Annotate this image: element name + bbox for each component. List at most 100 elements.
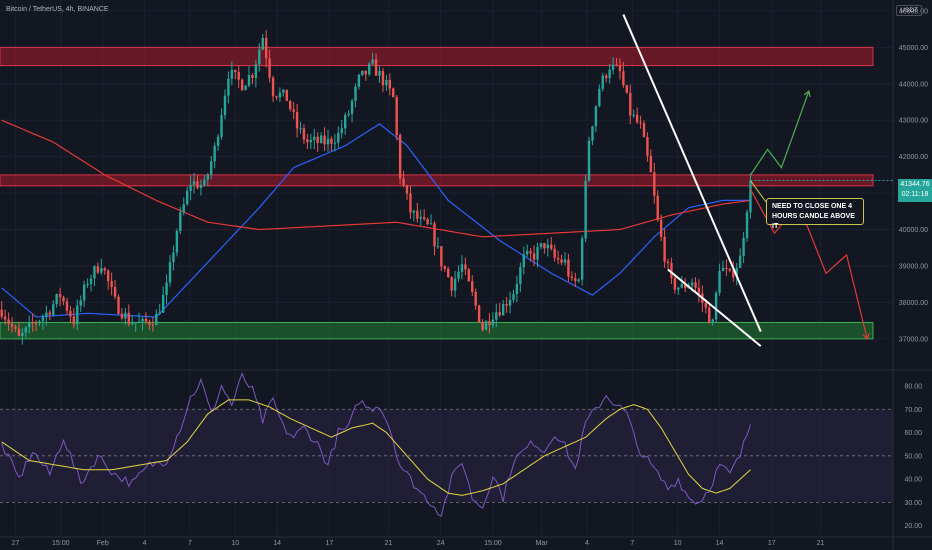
candle-body [289,100,292,110]
candle-body [137,321,141,323]
candle-body [161,294,165,313]
candle-body [659,219,663,237]
candle-body [10,323,14,327]
candle-body [206,174,209,180]
candle-body [268,58,271,78]
candle-body [553,248,556,258]
candle-body [429,223,433,225]
candle-body [457,271,460,279]
last-price-tag: 41344.76 02:11:18 [898,179,932,202]
time-tick-label: 24 [437,540,445,547]
candle-body [646,137,649,156]
time-tick-label: 4 [585,540,589,547]
candle-body [93,266,96,279]
candle-body [158,312,161,315]
candle-body [223,95,227,116]
candle-body [477,305,481,323]
rsi-line [1,372,751,517]
time-tick-label: 21 [817,540,825,547]
candle-body [718,270,721,293]
candle-body [234,69,237,72]
candle-body [76,305,79,325]
candle-body [725,267,728,269]
price-tick-label: 42000.00 [899,154,928,161]
resistance-zone [0,46,874,67]
candle-body [495,312,498,320]
candle-body [443,266,446,269]
candle-body [697,287,701,294]
candle-body [354,86,357,101]
candle-body [278,92,282,98]
rsi-tick-label: 20.00 [904,523,922,530]
candle-body [292,109,295,112]
candle-body [388,79,392,89]
time-tick-label: Feb [97,540,109,547]
time-tick-label: 15:00 [484,540,502,547]
candle-body [481,322,484,330]
candle-body [464,264,467,270]
candle-body [316,136,319,143]
candle-body [505,304,508,306]
wedge-trendline [622,14,762,332]
candle-body [124,312,127,319]
candle-body [14,326,17,329]
candle-body [261,37,264,50]
candle-body [484,321,488,330]
candle-body [182,204,185,213]
price-tick-label: 45000.00 [899,45,928,52]
candle-body [185,190,189,205]
candle-body [632,114,635,116]
candle-body [412,210,416,213]
candle-body [402,178,405,186]
candle-body [31,322,34,324]
candle-body [58,294,62,298]
candle-body [550,244,553,249]
currency-button[interactable]: USDT [896,5,922,16]
time-tick-label: 4 [143,540,147,547]
candle-body [556,257,560,260]
candle-body [580,238,584,280]
rsi-signal-line [1,399,751,496]
candle-body [65,301,69,311]
candle-body [684,283,687,289]
price-tick-label: 39000.00 [899,263,928,270]
price-tick-label: 40000.00 [899,227,928,234]
candle-body [618,65,622,72]
candle-body [151,324,155,326]
time-tick-label: 17 [325,540,333,547]
price-tick-label: 44000.00 [899,81,928,88]
candle-body [440,246,443,267]
candle-body [175,230,179,253]
candle-body [508,299,512,306]
candle-body [275,96,278,98]
candle-body [299,128,302,130]
candle-body [17,328,21,336]
candle-body [601,75,604,89]
candle-body [251,75,254,78]
candle-body [416,210,419,219]
candle-body [680,283,683,288]
annotation-callout[interactable]: NEED TO CLOSE ONE 4 HOURS CANDLE ABOVE I… [766,198,864,230]
candle-body [625,85,629,93]
candle-body [409,193,412,213]
candle-body [501,304,505,316]
candle-body [24,327,27,333]
candle-body [663,236,666,262]
candle-body [447,268,450,278]
candle-body [735,267,738,278]
moving-average-line [1,119,751,238]
candle-body [738,255,742,268]
candle-body [340,128,343,133]
candle-body [227,78,230,96]
candle-body [395,97,398,136]
candle-body [48,312,52,315]
candle-body [398,135,402,179]
candle-body [309,139,313,143]
last-price-value: 41344.76 [900,181,930,188]
candle-body [532,253,536,260]
candle-body [271,77,275,97]
candle-body [622,71,625,86]
time-tick-label: 10 [674,540,682,547]
time-tick-label: 7 [630,540,634,547]
candle-body [55,294,58,305]
